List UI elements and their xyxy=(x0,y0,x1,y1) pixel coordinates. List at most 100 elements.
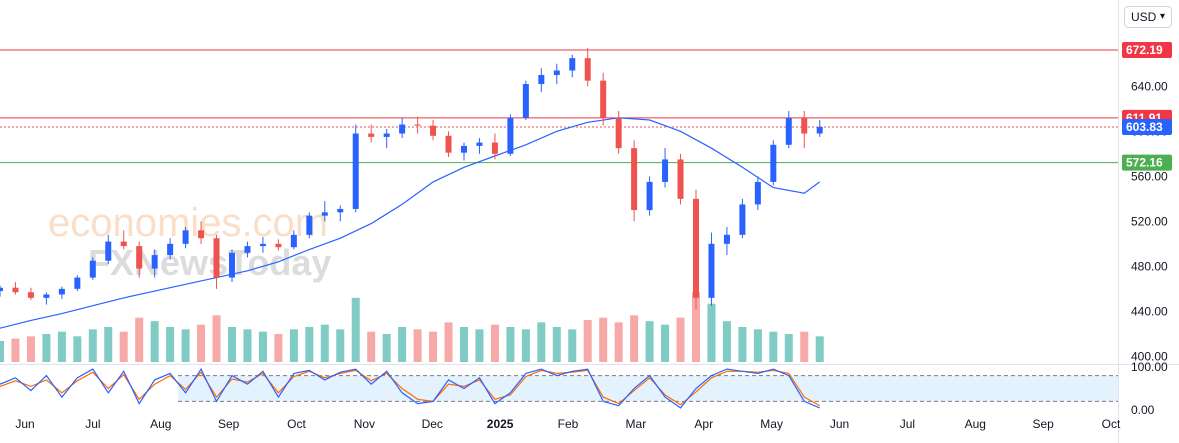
time-tick-label: Jun xyxy=(830,417,849,431)
time-tick-label: Mar xyxy=(626,417,647,431)
candle-body xyxy=(553,70,560,76)
time-tick-label: Nov xyxy=(354,417,375,431)
volume-bar xyxy=(367,331,376,362)
candle xyxy=(677,153,684,205)
candle-body xyxy=(368,133,375,137)
candle xyxy=(337,205,344,222)
volume-bar xyxy=(614,322,623,362)
candle-body xyxy=(414,124,421,126)
candle-body xyxy=(198,230,205,239)
candle-body xyxy=(816,126,823,134)
candle xyxy=(151,249,158,278)
candle xyxy=(816,120,823,137)
volume-bar xyxy=(568,329,577,362)
candle-body xyxy=(136,246,143,269)
candle-body xyxy=(569,58,576,71)
candle xyxy=(631,140,638,222)
volume-bar xyxy=(521,329,530,362)
currency-selector[interactable]: USD ▾ xyxy=(1124,6,1172,28)
candle-body xyxy=(244,246,251,253)
candle xyxy=(58,286,65,299)
volume-bar xyxy=(119,331,128,362)
candle-body xyxy=(213,238,220,278)
time-tick-label: May xyxy=(760,417,783,431)
volume-bar xyxy=(88,329,97,362)
candle-body xyxy=(306,215,313,235)
volume-bar xyxy=(382,334,391,362)
candle-body xyxy=(770,144,777,182)
candle xyxy=(538,68,545,92)
candle-body xyxy=(151,255,158,269)
candle-body xyxy=(12,287,19,293)
volume-bar xyxy=(197,324,206,362)
candle xyxy=(306,212,313,239)
candle xyxy=(615,111,622,154)
volume-bar xyxy=(42,334,51,362)
volume-bar xyxy=(599,317,608,362)
candle-body xyxy=(507,117,514,154)
candle-body xyxy=(754,181,761,205)
candle xyxy=(414,116,421,134)
candle xyxy=(0,285,3,297)
candle xyxy=(368,124,375,143)
candle xyxy=(708,232,715,306)
time-tick-label: Feb xyxy=(558,417,579,431)
time-tick-label: Jul xyxy=(85,417,100,431)
candle-body xyxy=(105,241,112,261)
candle xyxy=(198,221,205,244)
stoch-tick-label: 0.00 xyxy=(1131,403,1155,417)
candle xyxy=(801,111,808,149)
volume-bar xyxy=(150,321,159,362)
candle-body xyxy=(167,243,174,256)
candle xyxy=(120,230,127,250)
candle-body xyxy=(352,133,359,209)
candle xyxy=(476,138,483,154)
level-badge-resistance-top: 672.19 xyxy=(1122,42,1172,59)
volume-bar xyxy=(413,329,422,362)
volume-bar xyxy=(336,329,345,362)
candle xyxy=(785,111,792,149)
candle-body xyxy=(445,135,452,153)
volume-bar xyxy=(26,336,35,362)
time-tick-label: Oct xyxy=(287,417,306,431)
time-tick-label: Aug xyxy=(965,417,986,431)
candle-body xyxy=(383,133,390,137)
level-badge-label: 572.16 xyxy=(1126,156,1163,170)
stoch-d-line xyxy=(0,369,820,407)
volume-bar xyxy=(243,329,252,362)
candle-body xyxy=(692,198,699,298)
level-badge-support: 572.16 xyxy=(1122,154,1172,171)
candle xyxy=(600,72,607,126)
time-tick-label: Sep xyxy=(218,417,240,431)
candle xyxy=(507,114,514,157)
candle-body xyxy=(74,277,81,289)
price-tick-label: 520.00 xyxy=(1131,214,1168,228)
currency-label: USD xyxy=(1131,10,1157,24)
candle-body xyxy=(0,287,3,292)
candle-body xyxy=(430,125,437,136)
volume-bar xyxy=(444,322,453,362)
candle-body xyxy=(476,142,483,146)
volume-bar xyxy=(181,329,190,362)
candle xyxy=(89,257,96,280)
candle xyxy=(12,282,19,295)
volume-bar xyxy=(166,327,175,362)
volume-bar xyxy=(258,331,267,362)
volume-bar xyxy=(800,331,809,362)
price-tick-label: 640.00 xyxy=(1131,79,1168,93)
time-tick-label: Dec xyxy=(422,417,443,431)
candle xyxy=(105,234,112,265)
volume-bar xyxy=(645,321,654,362)
volume-bar xyxy=(676,317,685,362)
volume-bar xyxy=(537,322,546,362)
candle xyxy=(399,117,406,139)
level-badge-bg xyxy=(1122,42,1172,59)
candle xyxy=(352,124,359,213)
volume-bar xyxy=(429,331,438,362)
candle xyxy=(445,131,452,158)
candle-body xyxy=(43,294,50,298)
candle-body xyxy=(522,84,529,118)
candle-body xyxy=(491,142,498,154)
candle xyxy=(723,226,730,256)
